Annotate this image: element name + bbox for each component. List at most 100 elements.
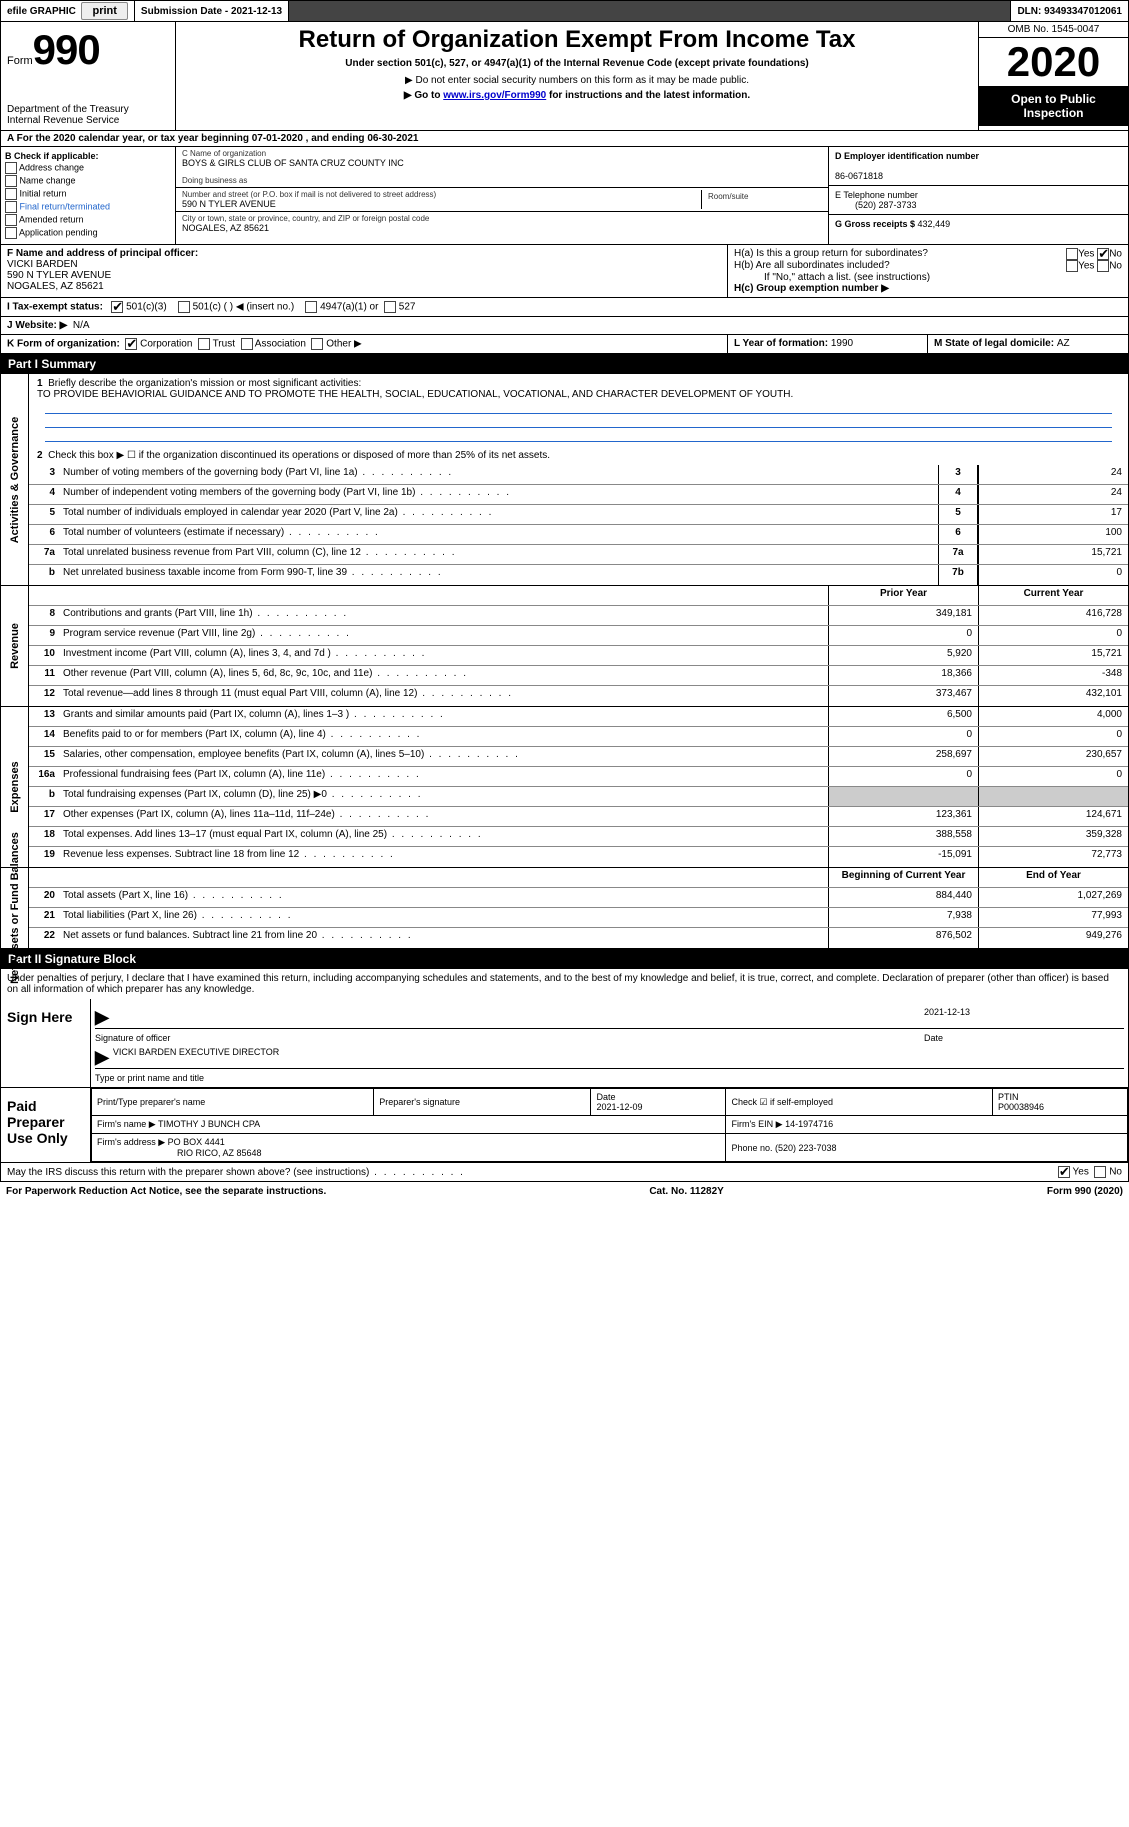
street-label: Number and street (or P.O. box if mail i… (182, 190, 701, 199)
box-c: C Name of organization BOYS & GIRLS CLUB… (176, 147, 828, 244)
dept-label: Department of the Treasury (7, 104, 169, 115)
summary-line: 22Net assets or fund balances. Subtract … (29, 928, 1128, 948)
chk-trust[interactable] (198, 338, 210, 350)
officer-label: F Name and address of principal officer: (7, 248, 198, 259)
year-formation-label: L Year of formation: (734, 338, 831, 349)
note-link-row: ▶ Go to www.irs.gov/Form990 for instruct… (186, 90, 968, 101)
chk-initial[interactable]: Initial return (5, 188, 171, 200)
discuss-yes[interactable] (1058, 1166, 1070, 1178)
form-subtitle: Under section 501(c), 527, or 4947(a)(1)… (186, 58, 968, 69)
hb-label: H(b) Are all subordinates included? (734, 260, 890, 272)
summary-line: 16aProfessional fundraising fees (Part I… (29, 767, 1128, 787)
gross-value: 432,449 (918, 219, 951, 229)
summary-line: 11Other revenue (Part VIII, column (A), … (29, 666, 1128, 686)
chk-501c[interactable] (178, 301, 190, 313)
chk-4947[interactable] (305, 301, 317, 313)
info-grid: B Check if applicable: Address change Na… (0, 147, 1129, 245)
website-value: N/A (73, 320, 90, 331)
print-button[interactable]: print (81, 2, 127, 20)
hb-no[interactable] (1097, 260, 1109, 272)
governance-section: Activities & Governance 1 Briefly descri… (0, 374, 1129, 586)
arrow-icon: ▶ (95, 1047, 109, 1068)
pt-self: Check ☑ if self-employed (726, 1089, 993, 1116)
summary-line: 19Revenue less expenses. Subtract line 1… (29, 847, 1128, 867)
org-name-label: C Name of organization (182, 149, 822, 158)
chk-assoc[interactable] (241, 338, 253, 350)
sig-date: 2021-12-13 (924, 1007, 1124, 1028)
hc-label: H(c) Group exemption number ▶ (734, 283, 889, 294)
year-formation: 1990 (831, 338, 853, 349)
firm-phone: (520) 223-7038 (775, 1143, 837, 1153)
part1-header: Part I Summary (0, 354, 1129, 374)
summary-line: 20Total assets (Part X, line 16)884,4401… (29, 888, 1128, 908)
street-value: 590 N TYLER AVENUE (182, 199, 701, 209)
chk-527[interactable] (384, 301, 396, 313)
submission-cell: Submission Date - 2021-12-13 (135, 1, 289, 21)
summary-line: 12Total revenue—add lines 8 through 11 (… (29, 686, 1128, 706)
firm-name: TIMOTHY J BUNCH CPA (158, 1119, 260, 1129)
pt-sig-label: Preparer's signature (374, 1089, 591, 1116)
city-label: City or town, state or province, country… (182, 214, 822, 223)
omb-number: OMB No. 1545-0047 (979, 22, 1128, 38)
dba-label: Doing business as (182, 176, 822, 185)
chk-final[interactable]: Final return/terminated (5, 201, 171, 213)
net-tab: Net Assets or Fund Balances (1, 868, 29, 948)
net-header-row: Beginning of Current Year End of Year (29, 868, 1128, 888)
firm-ein-label: Firm's EIN ▶ (731, 1119, 782, 1129)
header-center: Return of Organization Exempt From Incom… (176, 22, 978, 130)
chk-address[interactable]: Address change (5, 162, 171, 174)
form-title: Return of Organization Exempt From Incom… (186, 26, 968, 54)
officer-city: NOGALES, AZ 85621 (7, 281, 104, 292)
phone-label: E Telephone number (835, 190, 918, 200)
chk-application[interactable]: Application pending (5, 227, 171, 239)
footer: For Paperwork Reduction Act Notice, see … (0, 1182, 1129, 1201)
ha-no[interactable] (1097, 248, 1109, 260)
box-b: B Check if applicable: Address change Na… (1, 147, 176, 244)
officer-street: 590 N TYLER AVENUE (7, 270, 111, 281)
officer-sig-name: VICKI BARDEN EXECUTIVE DIRECTOR (113, 1047, 279, 1068)
firm-ein: 14-1974716 (785, 1119, 833, 1129)
gross-label: G Gross receipts $ (835, 219, 918, 229)
sig-officer-label: Signature of officer (95, 1033, 924, 1043)
form-header: Form990 Department of the Treasury Inter… (0, 22, 1129, 131)
revenue-section: Revenue Prior Year Current Year 8Contrib… (0, 586, 1129, 707)
ha-yes[interactable] (1066, 248, 1078, 260)
summary-line: 8Contributions and grants (Part VIII, li… (29, 606, 1128, 626)
officer-name: VICKI BARDEN (7, 259, 78, 270)
tax-year: 2020 (979, 38, 1128, 86)
period-row: A For the 2020 calendar year, or tax yea… (0, 131, 1129, 147)
chk-other[interactable] (311, 338, 323, 350)
row-i: I Tax-exempt status: 501(c)(3) 501(c) ( … (0, 298, 1129, 317)
irs-label: Internal Revenue Service (7, 115, 169, 126)
form990-link[interactable]: www.irs.gov/Form990 (443, 90, 546, 101)
chk-501c3[interactable] (111, 301, 123, 313)
pt-date-label: Date (596, 1092, 615, 1102)
summary-line: 18Total expenses. Add lines 13–17 (must … (29, 827, 1128, 847)
pt-name-label: Print/Type preparer's name (92, 1089, 374, 1116)
ptin-label: PTIN (998, 1092, 1019, 1102)
phone-value: (520) 287-3733 (835, 200, 917, 210)
arrow-icon: ▶ (95, 1007, 109, 1028)
gov-tab: Activities & Governance (1, 374, 29, 585)
right-info: D Employer identification number 86-0671… (828, 147, 1128, 244)
expenses-section: Expenses 13Grants and similar amounts pa… (0, 707, 1129, 868)
firm-addr2: RIO RICO, AZ 85648 (97, 1148, 262, 1158)
paid-preparer-section: Paid Preparer Use Only Print/Type prepar… (0, 1088, 1129, 1163)
tax-status-label: I Tax-exempt status: (7, 302, 103, 313)
discuss-label: May the IRS discuss this return with the… (7, 1167, 465, 1178)
summary-line: bNet unrelated business taxable income f… (29, 565, 1128, 585)
pt-date: 2021-12-09 (596, 1102, 642, 1112)
hb-note: If "No," attach a list. (see instruction… (734, 272, 1122, 283)
hb-yes[interactable] (1066, 260, 1078, 272)
header-right: OMB No. 1545-0047 2020 Open to Public In… (978, 22, 1128, 130)
chk-amended[interactable]: Amended return (5, 214, 171, 226)
row-j: J Website: ▶ N/A (0, 317, 1129, 335)
summary-line: 9Program service revenue (Part VIII, lin… (29, 626, 1128, 646)
chk-name[interactable]: Name change (5, 175, 171, 187)
form-label: Form 990 (2020) (1047, 1186, 1123, 1197)
discuss-no[interactable] (1094, 1166, 1106, 1178)
top-spacer (289, 1, 1011, 21)
chk-corp[interactable] (125, 338, 137, 350)
summary-line: 7aTotal unrelated business revenue from … (29, 545, 1128, 565)
summary-line: 3Number of voting members of the governi… (29, 465, 1128, 485)
